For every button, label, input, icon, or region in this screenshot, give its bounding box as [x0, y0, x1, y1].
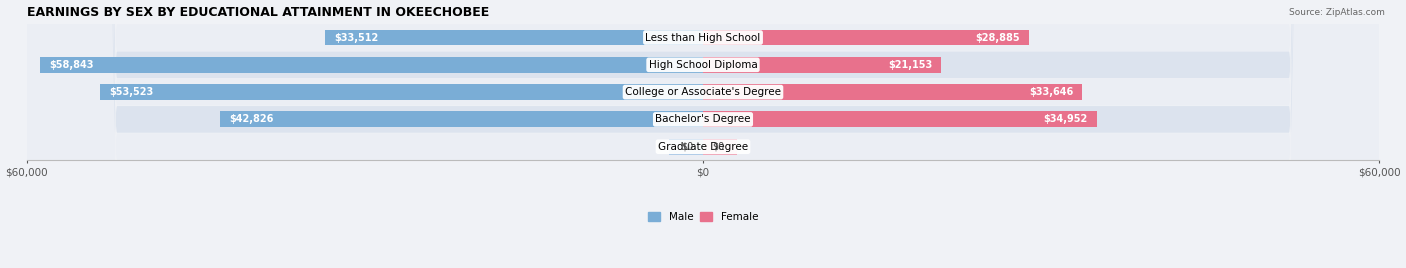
FancyBboxPatch shape	[27, 0, 1379, 268]
Text: $42,826: $42,826	[229, 114, 274, 124]
Bar	[325, 30, 703, 46]
Text: $33,512: $33,512	[335, 32, 378, 43]
Text: Graduate Degree: Graduate Degree	[658, 142, 748, 152]
Text: EARNINGS BY SEX BY EDUCATIONAL ATTAINMENT IN OKEECHOBEE: EARNINGS BY SEX BY EDUCATIONAL ATTAINMEN…	[27, 6, 489, 18]
Bar	[221, 111, 703, 127]
FancyBboxPatch shape	[27, 0, 1379, 268]
Bar	[669, 139, 703, 155]
Text: High School Diploma: High School Diploma	[648, 60, 758, 70]
Text: $28,885: $28,885	[974, 32, 1019, 43]
Text: College or Associate's Degree: College or Associate's Degree	[626, 87, 780, 97]
Bar	[39, 57, 703, 73]
Text: Less than High School: Less than High School	[645, 32, 761, 43]
Text: $34,952: $34,952	[1043, 114, 1088, 124]
Text: $21,153: $21,153	[889, 60, 932, 70]
Bar	[703, 139, 737, 155]
Bar	[100, 84, 703, 100]
Text: $0: $0	[711, 142, 724, 152]
Bar	[703, 30, 1029, 46]
Text: Source: ZipAtlas.com: Source: ZipAtlas.com	[1289, 8, 1385, 17]
FancyBboxPatch shape	[27, 0, 1379, 268]
Bar	[703, 111, 1097, 127]
Legend: Male, Female: Male, Female	[644, 208, 762, 226]
Text: $0: $0	[682, 142, 695, 152]
Text: $33,646: $33,646	[1029, 87, 1073, 97]
FancyBboxPatch shape	[27, 0, 1379, 268]
Bar	[703, 84, 1083, 100]
FancyBboxPatch shape	[27, 0, 1379, 268]
Bar	[703, 57, 942, 73]
Text: $58,843: $58,843	[49, 60, 93, 70]
Text: $53,523: $53,523	[108, 87, 153, 97]
Text: Bachelor's Degree: Bachelor's Degree	[655, 114, 751, 124]
